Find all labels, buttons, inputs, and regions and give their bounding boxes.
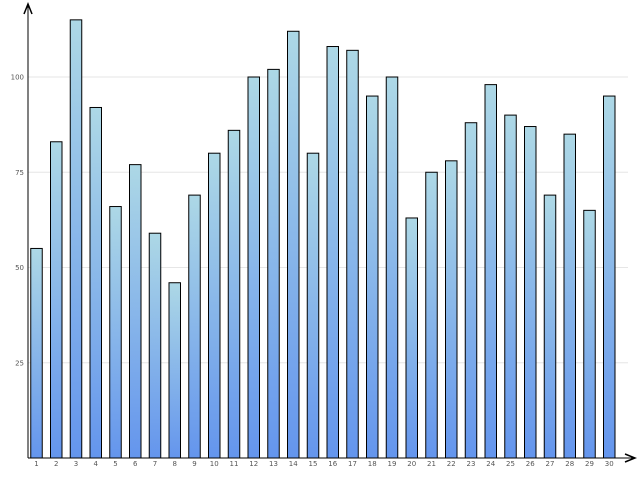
x-axis-arrow bbox=[624, 453, 638, 463]
bar-25 bbox=[504, 114, 517, 459]
bar-24 bbox=[484, 84, 497, 459]
x-tick-label: 27 bbox=[546, 460, 555, 468]
bar-28 bbox=[563, 133, 576, 459]
bar-27 bbox=[543, 194, 557, 459]
bar-29 bbox=[583, 209, 596, 459]
bar-18 bbox=[366, 95, 379, 459]
x-tick-label: 1 bbox=[34, 460, 38, 468]
bar-2 bbox=[50, 141, 63, 459]
y-axis-arrow bbox=[23, 1, 33, 15]
y-tick-label: 100 bbox=[11, 74, 24, 82]
x-tick-label: 15 bbox=[309, 460, 318, 468]
x-tick-label: 3 bbox=[74, 460, 78, 468]
bar-16 bbox=[326, 46, 339, 459]
x-tick-label: 14 bbox=[289, 460, 298, 468]
bar-1 bbox=[30, 247, 43, 459]
bar-15 bbox=[306, 152, 320, 459]
x-tick-label: 30 bbox=[605, 460, 614, 468]
bar-13 bbox=[267, 68, 280, 459]
bar-6 bbox=[129, 164, 142, 459]
bar-3 bbox=[69, 19, 83, 459]
x-tick-label: 5 bbox=[113, 460, 117, 468]
bar-20 bbox=[405, 217, 418, 459]
bar-21 bbox=[425, 171, 438, 459]
y-tick-label: 25 bbox=[15, 359, 24, 367]
x-tick-label: 11 bbox=[230, 460, 239, 468]
x-tick-label: 26 bbox=[526, 460, 535, 468]
x-tick-label: 17 bbox=[348, 460, 357, 468]
x-tick-label: 21 bbox=[427, 460, 436, 468]
x-tick-label: 20 bbox=[407, 460, 416, 468]
y-tick-label: 50 bbox=[15, 264, 24, 272]
bar-19 bbox=[385, 76, 399, 459]
x-tick-label: 16 bbox=[328, 460, 337, 468]
bar-23 bbox=[464, 122, 478, 459]
x-tick-label: 23 bbox=[467, 460, 476, 468]
x-tick-label: 10 bbox=[210, 460, 219, 468]
bar-9 bbox=[188, 194, 201, 459]
x-tick-label: 18 bbox=[368, 460, 377, 468]
bar-5 bbox=[109, 206, 122, 459]
bar-7 bbox=[148, 232, 162, 459]
x-tick-label: 6 bbox=[133, 460, 138, 468]
x-tick-label: 25 bbox=[506, 460, 515, 468]
bar-11 bbox=[227, 129, 241, 459]
bar-30 bbox=[603, 95, 616, 459]
x-tick-label: 24 bbox=[486, 460, 495, 468]
x-tick-label: 8 bbox=[173, 460, 177, 468]
x-tick-label: 12 bbox=[249, 460, 258, 468]
y-tick-label: 75 bbox=[15, 169, 24, 177]
bar-26 bbox=[524, 126, 537, 459]
bar-14 bbox=[287, 30, 300, 459]
x-tick-label: 29 bbox=[585, 460, 594, 468]
x-tick-label: 7 bbox=[153, 460, 157, 468]
x-tick-label: 2 bbox=[54, 460, 58, 468]
x-tick-label: 9 bbox=[192, 460, 196, 468]
bar-22 bbox=[445, 160, 458, 459]
bar-4 bbox=[89, 106, 102, 459]
bar-12 bbox=[247, 76, 260, 459]
x-tick-label: 19 bbox=[388, 460, 397, 468]
bar-17 bbox=[346, 49, 359, 459]
bars bbox=[30, 19, 616, 459]
axes bbox=[23, 1, 638, 463]
x-tick-label: 4 bbox=[94, 460, 99, 468]
x-tick-label: 13 bbox=[269, 460, 278, 468]
bar-8 bbox=[168, 282, 181, 459]
x-tick-label: 22 bbox=[447, 460, 456, 468]
bar-10 bbox=[208, 152, 221, 459]
x-tick-label: 28 bbox=[565, 460, 574, 468]
